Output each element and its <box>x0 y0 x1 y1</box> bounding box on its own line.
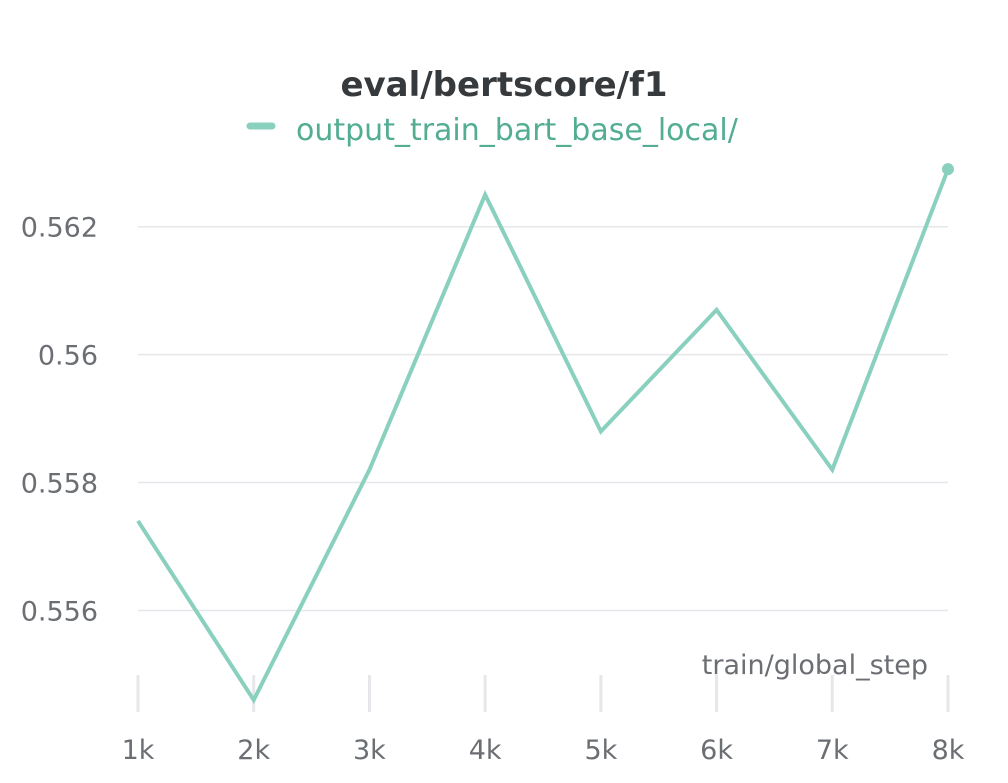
grid-lines <box>138 225 948 612</box>
legend[interactable]: output_train_bart_base_local/ <box>246 113 739 148</box>
y-tick-label: 0.562 <box>21 213 98 244</box>
y-axis-ticks: 0.556 0.558 0.56 0.562 <box>21 213 98 628</box>
x-tick-label: 6k <box>700 735 733 766</box>
x-tick-label: 4k <box>469 735 502 766</box>
x-axis-ticks: 1k 2k 3k 4k 5k 6k 7k 8k <box>122 675 965 766</box>
series-line[interactable] <box>136 168 950 705</box>
y-tick-label: 0.56 <box>38 341 98 372</box>
series-endpoint-marker[interactable] <box>942 163 954 176</box>
x-tick-label: 2k <box>237 735 270 766</box>
x-axis-label: train/global_step <box>702 650 928 681</box>
x-tick-label: 5k <box>584 735 617 766</box>
series-layer[interactable] <box>136 163 954 705</box>
x-tick-label: 3k <box>353 735 386 766</box>
x-tick-label: 1k <box>122 735 155 766</box>
x-tick-label: 7k <box>816 735 849 766</box>
legend-label: output_train_bart_base_local/ <box>296 113 739 148</box>
y-tick-label: 0.556 <box>21 596 98 627</box>
x-tick-label: 8k <box>932 735 965 766</box>
chart-title: eval/bertscore/f1 <box>340 65 667 105</box>
y-tick-label: 0.558 <box>21 469 98 500</box>
